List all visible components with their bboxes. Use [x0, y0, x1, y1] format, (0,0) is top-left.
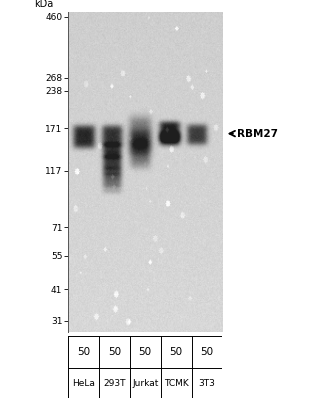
- Text: 3T3: 3T3: [199, 379, 215, 388]
- Text: 50: 50: [201, 347, 214, 357]
- Text: Jurkat: Jurkat: [132, 379, 159, 388]
- Text: 293T: 293T: [103, 379, 125, 388]
- Text: kDa: kDa: [34, 0, 53, 9]
- Text: 50: 50: [170, 347, 183, 357]
- Text: RBM27: RBM27: [237, 129, 278, 139]
- Text: HeLa: HeLa: [72, 379, 95, 388]
- Text: 50: 50: [139, 347, 152, 357]
- Text: TCMK: TCMK: [164, 379, 188, 388]
- Text: 50: 50: [77, 347, 90, 357]
- Text: 50: 50: [108, 347, 121, 357]
